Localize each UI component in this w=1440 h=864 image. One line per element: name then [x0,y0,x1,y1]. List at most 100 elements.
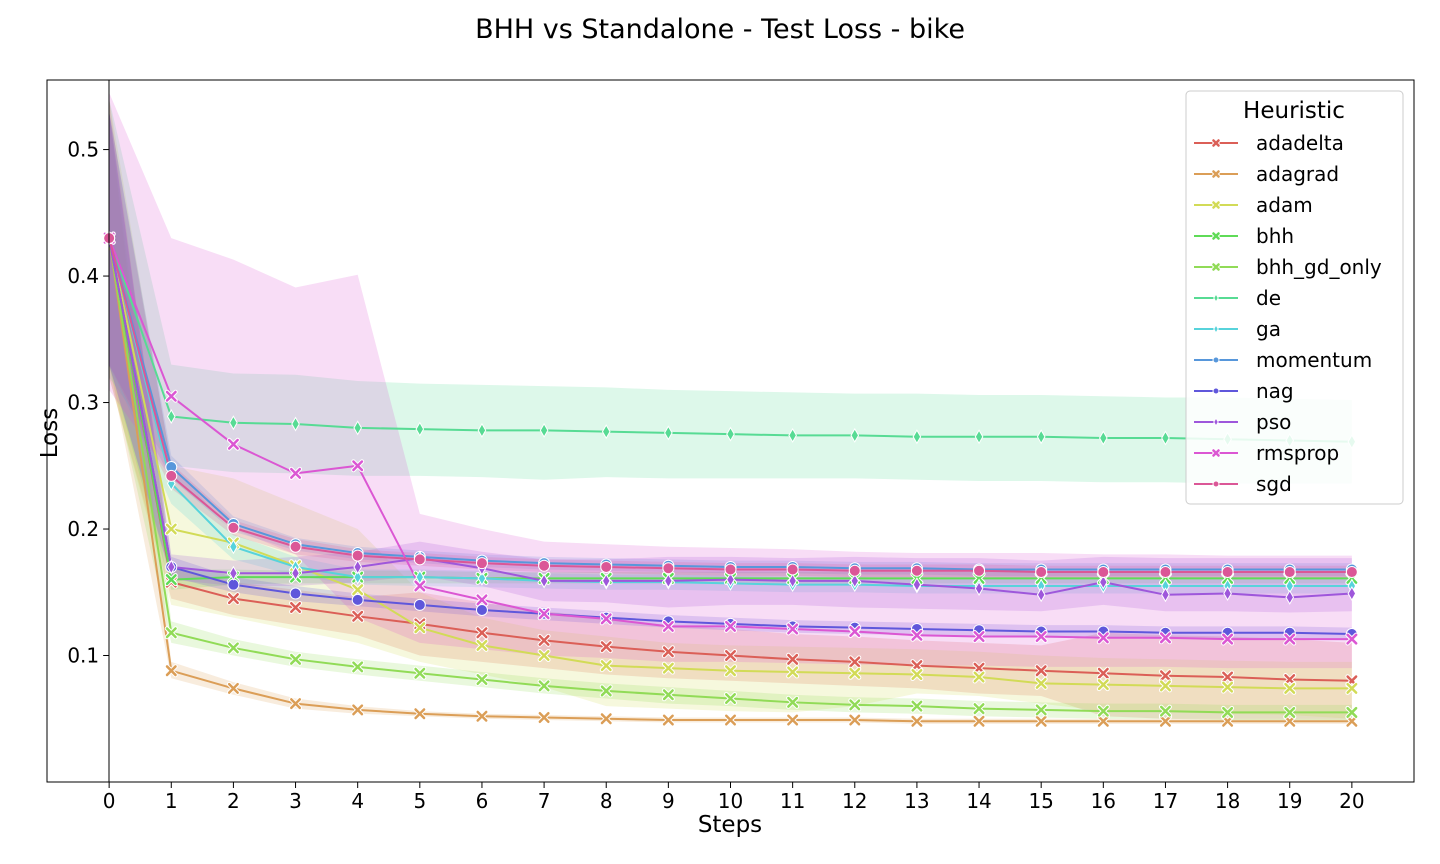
point-adagrad-11 [786,713,800,727]
legend-item-adam: adam [1194,193,1313,217]
series-markers [102,230,1359,728]
x-tick-label: 18 [1215,789,1240,813]
point-rmsprop-18 [1221,632,1235,646]
x-tick-label: 19 [1277,789,1302,813]
point-de-6 [477,422,487,438]
point-adam-1 [164,522,178,536]
legend-marker [1211,200,1221,210]
band-de [109,98,1352,484]
point-pso-1 [166,559,176,575]
point-sgd-5 [413,553,426,566]
point-nag-6 [475,603,488,616]
legend-label: bhh_gd_only [1256,255,1382,279]
point-ga-2 [229,539,238,555]
y-tick-label: 0.2 [67,517,99,541]
point-pso-19 [1285,589,1295,605]
point-de-17 [1161,430,1170,446]
point-adagrad-8 [599,712,613,726]
y-tick-label: 0.3 [67,391,99,415]
point-bhh-gd-only-8 [599,684,613,698]
legend-label: bhh [1256,224,1294,248]
point-adam-14 [972,670,986,684]
legend-marker [1211,448,1221,458]
point-adadelta-14 [972,661,986,675]
x-tick-label: 14 [966,789,991,813]
point-de-13 [912,429,922,445]
legend-label: momentum [1256,348,1372,372]
legend-item-adadelta: adadelta [1194,131,1344,155]
x-tick-label: 4 [351,789,364,813]
point-adam-17 [1158,679,1172,693]
point-pso-4 [353,559,363,575]
point-rmsprop-5 [413,579,427,593]
point-rmsprop-7 [537,607,551,621]
point-adadelta-4 [351,609,365,623]
point-rmsprop-12 [848,624,862,638]
x-tick-label: 17 [1153,789,1178,813]
point-pso-18 [1223,586,1232,602]
point-adam-10 [724,664,737,678]
legend-item-sgd: sgd [1194,472,1292,496]
legend-item-bhh: bhh [1194,224,1294,248]
chart-title: BHH vs Standalone - Test Loss - bike [475,14,965,45]
point-adam-7 [537,649,551,663]
point-sgd-19 [1283,566,1296,579]
point-rmsprop-10 [724,619,737,633]
point-adagrad-5 [413,707,427,721]
point-de-8 [601,424,611,440]
legend-title: Heuristic [1243,98,1345,124]
point-adam-13 [910,667,924,681]
x-axis-ticks: 0 1 2 3 4 5 6 7 8 9 10 11 12 13 14 15 16 17 18 19 20 [103,782,1365,813]
point-sgd-10 [724,563,737,576]
point-rmsprop-4 [351,459,365,473]
point-pso-7 [539,573,549,589]
point-bhh-gd-only-16 [1096,704,1110,718]
legend-label: adadelta [1256,131,1344,155]
legend-label: de [1256,286,1281,310]
point-adagrad-9 [661,713,675,727]
point-sgd-17 [1159,566,1172,579]
legend-label: nag [1256,379,1294,403]
point-rmsprop-2 [226,437,240,451]
point-nag-2 [227,578,240,591]
point-adagrad-15 [1034,714,1048,728]
x-tick-label: 9 [662,789,675,813]
point-sgd-1 [165,469,178,482]
point-de-4 [353,420,363,436]
point-rmsprop-3 [289,466,303,480]
point-rmsprop-1 [164,389,178,403]
legend-item-bhh-gd-only: bhh_gd_only [1194,255,1382,279]
legend: Heuristic adadelta adagrad adam bhh bhh_gd_o… [1185,90,1404,505]
point-de-5 [415,421,425,437]
point-adam-6 [475,638,489,652]
point-adagrad-6 [475,709,489,723]
point-bhh-gd-only-2 [226,641,240,655]
y-axis-title: Loss [37,408,63,458]
point-adam-8 [599,659,613,673]
x-tick-label: 11 [780,789,805,813]
band-adadelta [109,98,1352,719]
point-pso-10 [726,572,735,588]
point-bhh-gd-only-3 [289,652,303,666]
band-pso [109,111,1352,613]
point-adadelta-7 [537,633,551,647]
point-bhh-gd-only-15 [1034,703,1048,717]
point-pso-11 [788,573,797,589]
legend-box [1185,90,1404,505]
legend-label: ga [1256,317,1281,341]
legend-marker [1211,231,1221,241]
x-axis-title: Steps [698,812,762,838]
point-pso-16 [1098,574,1108,590]
point-bhh-gd-only-14 [972,702,986,716]
point-de-9 [664,425,673,441]
point-adagrad-13 [910,714,924,728]
point-pso-17 [1161,587,1170,603]
legend-item-rmsprop: rmsprop [1194,441,1339,465]
legend-item-pso: pso [1194,410,1291,434]
point-bhh-gd-only-7 [537,679,551,693]
point-nag-4 [351,593,364,606]
point-sgd-12 [848,564,861,577]
point-sgd-11 [786,563,799,576]
y-tick-label: 0.4 [67,264,99,288]
